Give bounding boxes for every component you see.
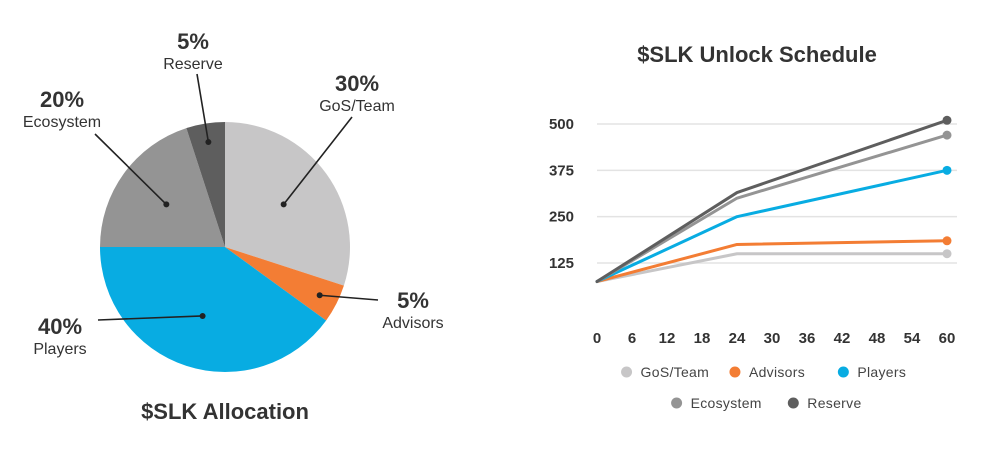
pie-slice-advisors: [225, 247, 344, 321]
y-tick-label-375: 375: [549, 162, 574, 179]
x-tick-label-18: 18: [694, 330, 711, 347]
x-tick-label-60: 60: [939, 330, 956, 347]
pie-pct-label-gos-team: 30%: [335, 71, 379, 96]
pie-chart-title: $SLK Allocation: [141, 399, 309, 424]
legend-label-ecosystem: Ecosystem: [691, 395, 762, 411]
series-endpoint-ecosystem: [942, 130, 952, 140]
pie-leader-dot-gos-team: [280, 201, 287, 208]
series-endpoint-reserve: [942, 115, 952, 125]
series-endpoint-players: [942, 165, 952, 175]
pie-slice-gos-team: [225, 122, 350, 286]
line-chart-title: $SLK Unlock Schedule: [637, 42, 877, 67]
x-tick-label-24: 24: [729, 330, 746, 347]
series-line-gos-team: [595, 252, 949, 284]
x-tick-label-42: 42: [834, 330, 851, 347]
pie-pct-label-reserve: 5%: [177, 29, 209, 54]
pie-leader-line-advisors: [319, 294, 379, 301]
line-x-tick-labels: 0 6 12 18 24 30 36 42 48 54 60: [593, 330, 956, 347]
pie-label-gos-team: GoS/Team: [319, 98, 395, 115]
legend-marker-advisors: [729, 366, 741, 378]
series-endpoint-advisors: [942, 236, 952, 246]
line-legend: GoS/Team Advisors Players Ecosystem Reserve: [621, 364, 906, 411]
pie-slice-reserve: [186, 122, 225, 247]
legend-label-players: Players: [857, 364, 906, 380]
pie-pct-label-ecosystem: 20%: [40, 87, 84, 112]
series-endpoint-gos-team: [942, 249, 952, 259]
pie-leader-line-gos-team: [283, 116, 353, 205]
legend-label-gos-team: GoS/Team: [641, 364, 710, 380]
pie-slice-players: [100, 247, 327, 373]
pie-leader-lines: [94, 73, 379, 321]
line-y-tick-labels: 125 250 375 500: [549, 116, 574, 272]
x-tick-label-48: 48: [869, 330, 886, 347]
x-tick-label-36: 36: [799, 330, 816, 347]
pie-label-ecosystem: Ecosystem: [23, 114, 101, 131]
pie-leader-dot-players: [199, 312, 206, 319]
line-series: [595, 115, 952, 284]
legend-marker-reserve: [787, 397, 799, 409]
x-tick-label-54: 54: [904, 330, 921, 347]
series-line-reserve: [595, 118, 949, 284]
legend-marker-ecosystem: [671, 397, 683, 409]
pie-leader-dot-advisors: [316, 292, 323, 299]
pie-leader-line-players: [97, 315, 203, 321]
y-tick-label-250: 250: [549, 209, 574, 226]
x-tick-label-0: 0: [593, 330, 601, 347]
pie-leader-line-reserve: [196, 73, 210, 143]
pie-label-players: Players: [33, 341, 86, 358]
x-tick-label-30: 30: [764, 330, 781, 347]
y-tick-label-500: 500: [549, 116, 574, 133]
series-line-advisors: [595, 239, 949, 284]
legend-marker-gos-team: [621, 366, 633, 378]
line-gridlines: [597, 123, 957, 264]
pie-pct-label-advisors: 5%: [397, 288, 429, 313]
pie-label-advisors: Advisors: [382, 315, 443, 332]
x-tick-label-12: 12: [659, 330, 676, 347]
pie-slices: [100, 122, 350, 373]
pie-label-reserve: Reserve: [163, 56, 223, 73]
legend-label-advisors: Advisors: [749, 364, 805, 380]
series-line-ecosystem: [595, 133, 949, 284]
pie-labels: 5% Reserve 30% GoS/Team 20% Ecosystem 5%…: [23, 29, 444, 358]
pie-pct-label-players: 40%: [38, 314, 82, 339]
pie-slice-ecosystem: [100, 128, 225, 247]
legend-marker-players: [837, 366, 849, 378]
pie-leader-line-ecosystem: [94, 133, 167, 205]
pie-leader-dot-reserve: [205, 139, 212, 146]
legend-label-reserve: Reserve: [807, 395, 861, 411]
series-line-players: [595, 168, 949, 284]
pie-leader-dot-ecosystem: [163, 201, 170, 208]
x-tick-label-6: 6: [628, 330, 636, 347]
y-tick-label-125: 125: [549, 255, 574, 272]
